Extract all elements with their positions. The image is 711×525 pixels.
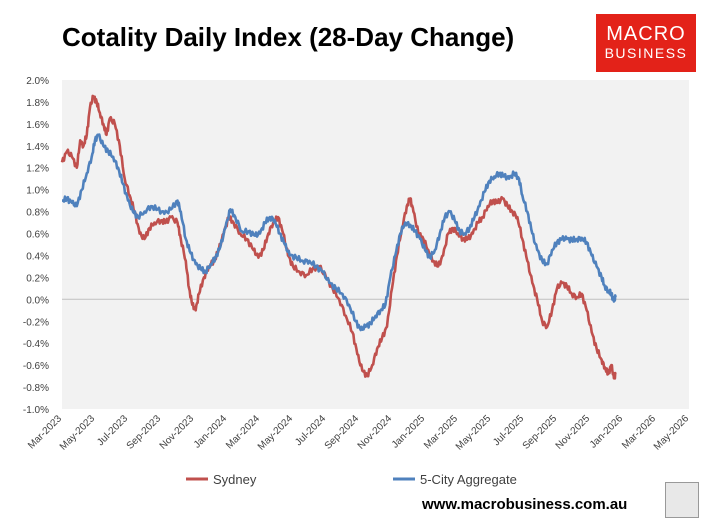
x-tick-label: Sep-2025 — [521, 413, 560, 452]
chart-title: Cotality Daily Index (28-Day Change) — [62, 22, 515, 52]
x-tick-label: Nov-2025 — [554, 413, 593, 452]
y-tick-label: -0.6% — [23, 361, 49, 372]
x-tick-label: Nov-2023 — [158, 413, 197, 452]
plot-area — [62, 80, 689, 409]
series-line-sydney — [60, 94, 617, 380]
y-tick-label: 1.8% — [26, 98, 49, 109]
wolf-logo — [665, 482, 699, 518]
y-axis: 2.0% 1.8% 1.6% 1.4% 1.2% 1.0% 0.8% 0.6% 0.4% 0.2%… — [23, 76, 49, 416]
y-tick-label: 1.6% — [26, 120, 49, 131]
y-tick-label: -0.2% — [23, 317, 49, 328]
legend: Sydney 5-City Aggregate — [186, 472, 517, 487]
y-tick-label: 0.2% — [26, 273, 49, 284]
logo-line-1: MACRO — [606, 23, 686, 45]
x-tick-label: Nov-2024 — [356, 413, 395, 452]
y-tick-label: 1.2% — [26, 164, 49, 175]
logo-line-2: BUSINESS — [604, 45, 688, 61]
legend-label-aggregate: 5-City Aggregate — [420, 472, 517, 487]
y-tick-label: 1.0% — [26, 186, 49, 197]
macrobusiness-logo: MACRO BUSINESS — [596, 14, 696, 72]
x-tick-label: Jan-2026 — [588, 413, 626, 451]
y-tick-label: 1.4% — [26, 142, 49, 153]
footer-url: www.macrobusiness.com.au — [422, 496, 628, 513]
x-tick-label: Jan-2025 — [390, 413, 428, 451]
y-tick-label: 0.4% — [26, 251, 49, 262]
x-tick-label: May-2025 — [454, 413, 494, 453]
x-tick-label: May-2024 — [256, 413, 296, 453]
x-tick-label: May-2026 — [652, 413, 692, 453]
y-tick-label: -0.8% — [23, 383, 49, 394]
y-tick-label: 2.0% — [26, 76, 49, 87]
y-tick-label: 0.8% — [26, 208, 49, 219]
y-tick-label: 0.0% — [26, 295, 49, 306]
y-tick-label: 0.6% — [26, 230, 49, 241]
x-tick-label: May-2023 — [58, 413, 98, 453]
y-tick-label: -1.0% — [23, 405, 49, 416]
x-tick-label: Sep-2023 — [125, 413, 164, 452]
y-tick-label: -0.4% — [23, 339, 49, 350]
x-axis: Mar-2023May-2023Jul-2023Sep-2023Nov-2023… — [26, 413, 691, 453]
legend-label-sydney: Sydney — [213, 472, 257, 487]
x-tick-label: Jan-2024 — [192, 413, 230, 451]
series-group — [60, 94, 617, 380]
x-tick-label: Sep-2024 — [323, 413, 362, 452]
series-line-aggregate — [61, 133, 617, 332]
